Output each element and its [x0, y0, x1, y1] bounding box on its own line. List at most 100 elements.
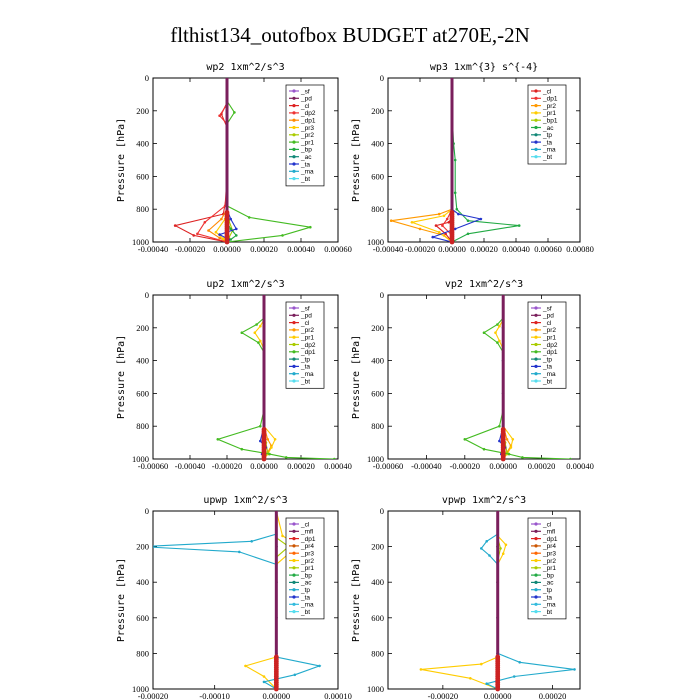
legend-entry: _bt	[300, 609, 310, 616]
legend-marker	[292, 162, 296, 166]
data-point	[281, 234, 284, 237]
x-tick-label: -0.00040	[373, 244, 403, 254]
chart-panel-5: vpwp 1xm^2/s^3 0 200 400 600 800 1000 -0.00020 0…	[351, 495, 581, 700]
data-point	[509, 446, 513, 449]
legend-entry: _pr1	[300, 139, 314, 146]
legend-entry: _ac	[300, 580, 312, 587]
x-tick-label: 0.00000	[250, 461, 278, 471]
data-point	[259, 439, 262, 443]
legend-marker	[534, 321, 538, 325]
y-tick-label: 1000	[367, 454, 384, 464]
legend-entry: _bp1	[542, 118, 558, 125]
data-point	[207, 229, 210, 232]
x-tick-label: -0.00020	[405, 244, 435, 254]
data-point	[498, 439, 501, 443]
data-point	[203, 221, 207, 224]
data-point	[463, 438, 467, 441]
y-tick-label: 800	[371, 204, 384, 214]
legend-marker	[534, 580, 538, 585]
legend-marker	[292, 573, 296, 577]
data-point	[485, 540, 489, 543]
legend-entry: _cl	[542, 320, 552, 327]
data-point	[498, 339, 501, 343]
legend-marker	[534, 610, 538, 614]
y-tick-label: 0	[145, 290, 149, 300]
legend-entry: _tp	[542, 587, 552, 594]
panel-title: upwp 1xm^2/s^3	[203, 495, 287, 506]
data-point	[284, 456, 288, 459]
legend-entry: _dp2	[542, 342, 558, 349]
legend-entry: _tp	[300, 587, 310, 594]
legend-entry: _tp	[542, 356, 552, 363]
legend-marker	[292, 350, 296, 354]
y-tick-label: 400	[136, 577, 149, 587]
legend-entry: _pr1	[300, 565, 314, 572]
legend-entry: _pr1	[542, 335, 556, 342]
legend-entry: _pr1	[300, 335, 314, 342]
x-tick-label: -0.00060	[373, 461, 403, 471]
legend-entry: _pr2	[300, 558, 314, 565]
data-point	[240, 331, 244, 335]
data-point	[447, 221, 451, 224]
x-tick-label: 0.00040	[566, 461, 594, 471]
legend-entry: _pr2	[300, 327, 314, 334]
data-point	[499, 547, 502, 550]
data-point	[488, 554, 491, 557]
legend-marker	[292, 522, 296, 526]
chart-panel-3: vp2 1xm^2/s^3 0 200 400 600 800 1000-0.00060 -0…	[351, 279, 594, 471]
x-tick-label: 0.00020	[250, 244, 278, 254]
data-point	[266, 451, 270, 454]
data-point	[480, 662, 483, 666]
y-tick-label: 200	[136, 542, 149, 552]
data-point	[229, 217, 232, 221]
data-point	[469, 677, 472, 680]
legend-entry: _bt	[542, 154, 552, 161]
legend-entry: _bp	[542, 572, 554, 579]
data-point	[257, 341, 260, 344]
plot-frame	[152, 77, 339, 243]
y-tick-label: 400	[136, 356, 149, 366]
legend-entry: _cl	[300, 320, 310, 327]
data-point	[437, 212, 441, 216]
y-axis-label: Pressure [hPa]	[116, 335, 127, 419]
data-point	[482, 331, 486, 335]
x-tick-label: 0.00000	[484, 691, 512, 700]
data-point	[453, 227, 457, 231]
plot-frame	[387, 294, 581, 460]
data-point	[273, 438, 277, 441]
data-point	[441, 224, 444, 227]
data-point	[235, 234, 238, 237]
legend-box	[527, 517, 567, 620]
data-point	[496, 323, 499, 326]
legend-entry: _tp	[542, 132, 552, 139]
x-tick-label: -0.00040	[411, 461, 441, 471]
legend-marker	[534, 313, 538, 317]
legend-entry: _pr3	[300, 551, 314, 558]
data-point	[505, 438, 509, 441]
y-tick-label: 600	[371, 388, 384, 398]
data-point	[259, 324, 262, 328]
legend-marker	[292, 529, 296, 533]
legend-entry: _ta	[542, 594, 552, 601]
legend-marker	[534, 155, 538, 159]
legend-entry: _pr2	[542, 558, 556, 565]
legend-entry: _tp	[300, 356, 310, 363]
legend-entry: _dp2	[300, 110, 316, 117]
chart-panel-0: wp2 1xm^2/s^3 0 200 400 600 800 1000-0.00040 -0…	[116, 62, 352, 254]
legend-marker	[534, 544, 538, 548]
data-point	[466, 219, 470, 222]
data-point	[457, 212, 460, 216]
legend-marker	[534, 133, 538, 137]
legend-marker	[292, 357, 296, 361]
data-point	[229, 227, 232, 231]
y-tick-label: 800	[136, 648, 149, 658]
zero-profile-marker	[500, 456, 506, 462]
data-point	[511, 438, 515, 441]
legend-entry: _sf	[542, 305, 552, 312]
legend-marker	[292, 96, 296, 100]
zero-profile-marker	[261, 456, 267, 462]
data-point	[333, 457, 336, 459]
legend-marker	[534, 588, 538, 592]
legend: _cl_mfl_dp1_pr4_pr3_pr2_pr1_bp_ac_tp_ta_…	[285, 517, 325, 620]
data-point	[318, 664, 321, 668]
